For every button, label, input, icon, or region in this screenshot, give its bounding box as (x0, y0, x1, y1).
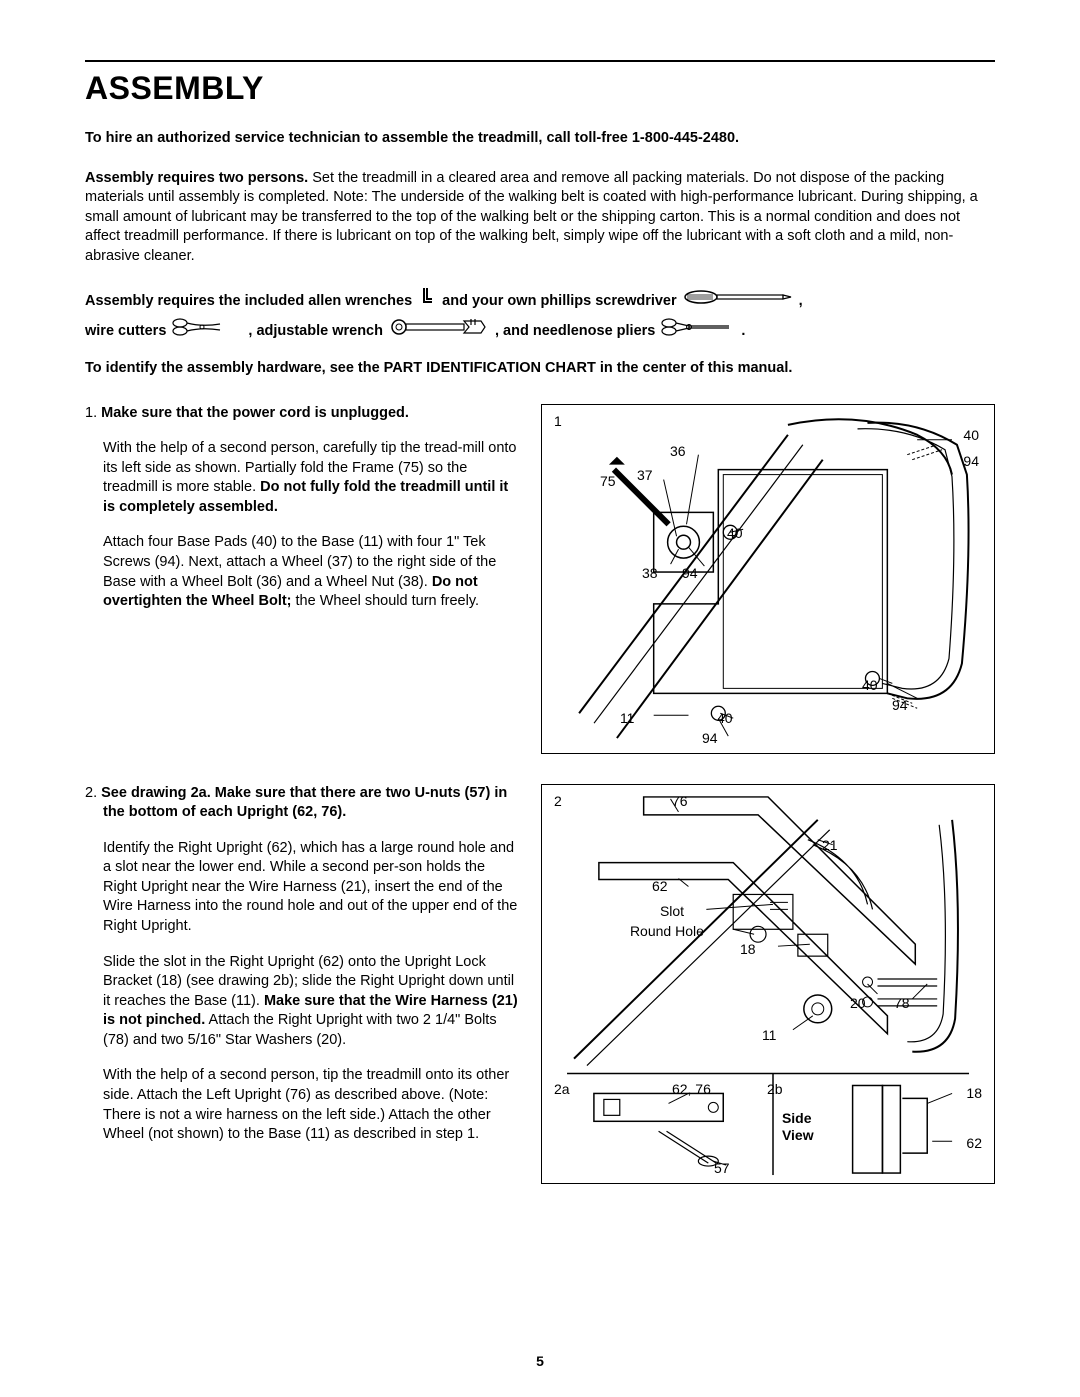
page-number: 5 (0, 1353, 1080, 1369)
fig2-18b: 18 (966, 1085, 982, 1101)
fig2-6276: 62, 76 (672, 1081, 711, 1097)
step-2-text: 2. See drawing 2a. Make sure that there … (85, 784, 521, 1161)
fig2-57: 57 (714, 1160, 730, 1176)
identify-hardware-line: To identify the assembly hardware, see t… (85, 360, 995, 376)
tools-seg5: , and needlenose pliers (495, 319, 655, 344)
fig1-38: 38 (642, 565, 658, 581)
fig2-21: 21 (822, 837, 838, 853)
fig1-94b: 94 (682, 565, 698, 581)
step1-p2: Attach four Base Pads (40) to the Base (… (103, 533, 521, 611)
fig2-slot: Slot (660, 903, 684, 919)
tools-line-2: wire cutters , adjustable wrench , and n… (85, 317, 995, 346)
fig2-11: 11 (762, 1027, 777, 1043)
fig1-36: 36 (670, 443, 686, 459)
fig1-94c: 94 (892, 697, 908, 713)
figure-2: 2 76 21 62 Slot Round Hole 18 20 78 11 2… (541, 784, 995, 1184)
step1-lead-bold: Make sure that the power cord is unplugg… (101, 405, 409, 421)
step2-p1: Identify the Right Upright (62), which h… (103, 839, 521, 937)
intro-paragraph: Assembly requires two persons. Set the t… (85, 169, 995, 267)
tools-period: . (741, 319, 745, 344)
step-2: 2. See drawing 2a. Make sure that there … (85, 784, 995, 1184)
tools-comma1: , (799, 289, 803, 314)
step1-p2c: the Wheel should turn freely. (292, 593, 480, 609)
step-1-text: 1. Make sure that the power cord is unpl… (85, 404, 521, 628)
step2-lead-bold: See drawing 2a. Make sure that there are… (101, 785, 507, 821)
fig1-11: 11 (620, 710, 635, 726)
fig2-side: Side (782, 1110, 812, 1126)
step1-num: 1. (85, 405, 101, 421)
top-rule (85, 60, 995, 62)
fig1-37: 37 (637, 467, 653, 483)
fig2-2b: 2b (767, 1081, 783, 1097)
figure-1: 1 40 94 36 37 75 38 94 40 40 94 11 40 94 (541, 404, 995, 754)
fig1-40d: 40 (717, 710, 733, 726)
adjustable-wrench-icon (389, 317, 489, 346)
tools-seg3: wire cutters (85, 319, 166, 344)
fig1-40a: 40 (963, 427, 979, 443)
fig1-75: 75 (600, 473, 616, 489)
step1-lead: 1. Make sure that the power cord is unpl… (103, 404, 521, 424)
figure-2-svg (542, 785, 994, 1183)
needlenose-pliers-icon (661, 318, 735, 345)
intro-lead-bold: Assembly requires two persons. (85, 170, 308, 186)
tools-seg2: and your own phillips screwdriver (442, 289, 676, 314)
step2-p2: Slide the slot in the Right Upright (62)… (103, 953, 521, 1051)
fig2-76: 76 (672, 793, 688, 809)
intro-hire-line: To hire an authorized service technician… (85, 129, 995, 149)
fig2-62: 62 (652, 878, 668, 894)
wire-cutters-icon (172, 318, 242, 345)
fig2-18: 18 (740, 941, 756, 957)
fig1-94a: 94 (963, 453, 979, 469)
tools-line-1: Assembly requires the included allen wre… (85, 286, 995, 317)
step-1: 1. Make sure that the power cord is unpl… (85, 404, 995, 754)
fig1-94d: 94 (702, 730, 718, 746)
step2-p3: With the help of a second person, tip th… (103, 1066, 521, 1144)
tools-block: Assembly requires the included allen wre… (85, 286, 995, 345)
step2-lead: 2. See drawing 2a. Make sure that there … (103, 784, 521, 823)
tools-seg4: , adjustable wrench (248, 319, 383, 344)
fig2-62b: 62 (966, 1135, 982, 1151)
fig2-n2: 2 (554, 793, 562, 809)
fig2-view: View (782, 1127, 814, 1143)
tools-seg1: Assembly requires the included allen wre… (85, 289, 412, 314)
fig2-78: 78 (894, 995, 910, 1011)
fig1-40c: 40 (862, 677, 878, 693)
fig1-n1: 1 (554, 413, 562, 429)
fig2-roundhole: Round Hole (630, 923, 704, 939)
screwdriver-icon (683, 289, 793, 314)
steps-container: 1. Make sure that the power cord is unpl… (85, 404, 995, 1184)
allen-wrench-icon (418, 286, 436, 317)
step2-num: 2. (85, 785, 101, 801)
page-title: ASSEMBLY (85, 70, 995, 107)
fig2-2a: 2a (554, 1081, 570, 1097)
fig1-40b: 40 (727, 525, 743, 541)
figure-1-svg (542, 405, 994, 753)
step1-p1: With the help of a second person, carefu… (103, 439, 521, 517)
fig2-20: 20 (850, 995, 866, 1011)
